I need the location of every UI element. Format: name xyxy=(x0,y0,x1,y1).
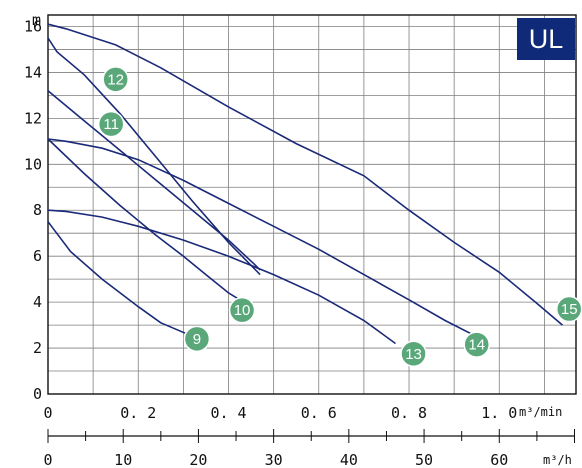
y-tick-label: 8 xyxy=(33,201,42,219)
y-tick-label: 14 xyxy=(24,63,42,81)
x2-axis-unit-label: m³/h xyxy=(543,453,572,467)
badge-15: 15 xyxy=(555,295,582,323)
x2-tick-label: 40 xyxy=(340,451,358,468)
badge-11: 11 xyxy=(97,110,125,138)
badge-label: 13 xyxy=(405,346,422,363)
y-tick-label: 2 xyxy=(33,339,42,357)
curve-15 xyxy=(47,23,564,326)
x-tick-label: 0. 6 xyxy=(301,404,337,422)
curve-13 xyxy=(47,209,396,345)
badge-circle xyxy=(183,325,211,353)
x2-tick-label: 30 xyxy=(265,451,283,468)
y-tick-label: 12 xyxy=(24,109,42,127)
badge-circle xyxy=(400,340,427,368)
y-tick-label: 6 xyxy=(33,247,42,265)
curve-12 xyxy=(47,37,261,276)
y-tick-label: 4 xyxy=(33,293,42,311)
badge-13: 13 xyxy=(400,340,427,368)
curves xyxy=(47,23,564,345)
badge-10: 10 xyxy=(228,296,256,324)
badge-label: 15 xyxy=(561,301,578,318)
x2-tick-label: 60 xyxy=(490,451,508,468)
curve-11 xyxy=(47,90,261,271)
grid xyxy=(47,15,576,395)
badge-circle xyxy=(102,66,129,93)
brand-box xyxy=(517,18,575,60)
badge-12: 12 xyxy=(102,66,129,93)
curve-9 xyxy=(47,221,189,336)
x-tick-label: 0. 8 xyxy=(391,404,427,422)
y-tick-label: 16 xyxy=(24,17,42,35)
brand-label: UL xyxy=(529,24,564,54)
badge-circle xyxy=(228,296,256,324)
x-axis-unit-label: m³/min xyxy=(519,405,562,419)
plot-frame xyxy=(47,14,577,395)
badge-14: 14 xyxy=(463,331,490,358)
badge-label: 14 xyxy=(468,337,485,354)
badge-label: 11 xyxy=(103,116,119,133)
x-axis-ticks: 0 0. 2 0. 4 0. 6 0. 8 1. 0 xyxy=(43,404,517,422)
y-tick-label: 10 xyxy=(24,155,42,173)
y-axis-unit-label: m xyxy=(32,11,41,29)
badge-label: 12 xyxy=(107,71,124,88)
badge-circle xyxy=(97,110,125,138)
y-tick-label: 0 xyxy=(33,385,42,403)
x-tick-label: 1. 0 xyxy=(481,404,517,422)
x-tick-label: 0. 4 xyxy=(210,404,246,422)
secondary-x-axis: 0 10 20 30 40 50 60 xyxy=(43,429,575,468)
curve-badges: 9 10 11 12 13 14 15 xyxy=(97,66,582,368)
brand-badge: UL xyxy=(517,18,575,60)
badge-9: 9 xyxy=(183,325,211,353)
curve-14 xyxy=(47,138,473,336)
x-tick-label: 0 xyxy=(43,404,52,422)
badge-label: 10 xyxy=(234,302,251,319)
x2-tick-label: 0 xyxy=(43,451,52,468)
curve-10 xyxy=(47,138,241,301)
x2-tick-label: 20 xyxy=(189,451,207,468)
badge-label: 9 xyxy=(193,331,201,348)
y-axis-ticks: 0 2 4 6 8 10 12 14 16 xyxy=(24,17,42,403)
x-tick-label: 0. 2 xyxy=(120,404,156,422)
badge-circle xyxy=(463,331,490,358)
x2-tick-label: 50 xyxy=(415,451,433,468)
x2-tick-label: 10 xyxy=(114,451,132,468)
